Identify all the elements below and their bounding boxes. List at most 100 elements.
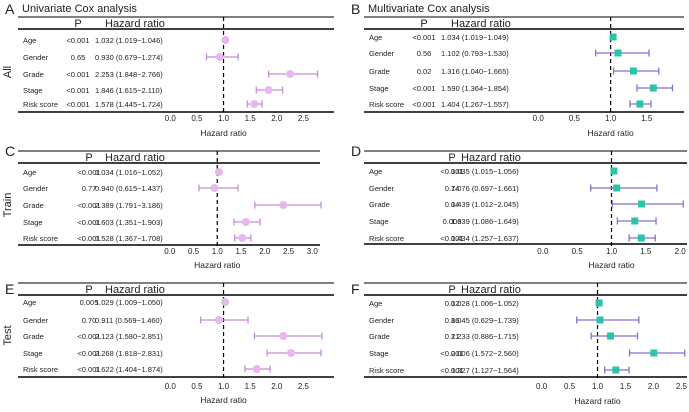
panel-c-row-p-3: <0.001 [77, 218, 100, 227]
panel-d-row-label-3: Stage [369, 217, 389, 226]
panel-c-tick-3: 1.5 [235, 247, 247, 256]
panel-d-point-2 [638, 200, 646, 208]
panel-d-row-p-1: 0.74 [445, 184, 460, 193]
panel-a-row-p-4: <0.001 [66, 100, 89, 109]
panel-e-point-0 [221, 298, 230, 306]
panel-f-row-hr-text-2: 1.233 (0.886−1.715) [451, 332, 519, 341]
panel-d-letter: D [351, 143, 361, 159]
panel-d-p-header: P [448, 152, 455, 164]
panel-c-xlabel: Hazard ratio [194, 260, 241, 270]
panel-f-point-3 [650, 349, 658, 357]
panel-b-point-1 [614, 49, 622, 57]
panel-a-point-3 [264, 86, 273, 94]
panel-e-row-label-2: Grade [23, 332, 44, 341]
panel-c-point-3 [241, 218, 250, 226]
panel-e-letter: E [5, 281, 14, 297]
panel-e-tick-5: 2.5 [298, 382, 310, 391]
panel-f-row-label-2: Grade [369, 332, 390, 341]
panel-a-p-header: P [74, 18, 81, 30]
panel-c-row-hr-text-2: 2.389 (1.791−3.186) [95, 201, 163, 210]
panel-c-point-0 [214, 168, 223, 176]
panel-d-tick-4: 2.0 [675, 247, 687, 256]
panel-f-row-label-3: Stage [369, 349, 389, 358]
panel-f-row-hr-text-1: 1.045 (0.629−1.739) [451, 316, 519, 325]
panel-c-row-label-4: Risk score [23, 234, 58, 243]
panel-f-tick-3: 1.5 [620, 382, 632, 391]
panel-c-row-p-1: 0.77 [82, 184, 97, 193]
panel-f-letter: F [351, 281, 360, 297]
panel-f-row-p-1: 0.86 [445, 316, 460, 325]
panel-b-row-p-2: 0.02 [417, 67, 432, 76]
panel-a-tick-5: 2.5 [298, 114, 310, 123]
panel-b-row-label-0: Age [369, 33, 382, 42]
panel-f-row-p-4: <0.001 [440, 366, 463, 375]
panel-b-row-hr-text-0: 1.034 (1.019−1.049) [441, 33, 509, 42]
panel-e-row-p-4: <0.001 [77, 365, 100, 374]
panel-c-row-p-4: <0.001 [77, 234, 100, 243]
panel-f-tick-1: 0.5 [564, 382, 576, 391]
panel-a-hr-header: Hazard ratio [105, 18, 165, 30]
panel-a-row-hr-text-1: 0.930 (0.679−1.274) [95, 53, 163, 62]
panel-c-row-hr-text-3: 1.603 (1.351−1.903) [95, 218, 163, 227]
panel-e-row-p-1: 0.70 [82, 316, 97, 325]
panel-a-xlabel: Hazard ratio [200, 128, 247, 138]
panel-c-row-hr-text-1: 0.940 (0.615−1.437) [95, 184, 163, 193]
panel-d-row-label-0: Age [369, 167, 382, 176]
panel-d-row-p-3: 0.006 [443, 217, 462, 226]
panel-d-row-label-1: Gender [369, 184, 395, 193]
panel-a-point-4 [250, 100, 259, 108]
panel-e-row-label: Test [2, 325, 14, 345]
panel-b-title: Multivariate Cox analysis [368, 3, 490, 15]
panel-a-row-label: All [2, 66, 14, 78]
panel-c-row-label-0: Age [23, 168, 36, 177]
panel-b-row-hr-text-2: 1.316 (1.040−1.665) [441, 67, 509, 76]
panel-d-row-label-2: Grade [369, 200, 390, 209]
panel-d-row-hr-text-4: 1.434 (1.257−1.637) [451, 234, 519, 243]
panel-b-p-header: P [420, 18, 427, 30]
panel-b-row-hr-text-4: 1.404 (1.267−1.557) [441, 100, 509, 109]
panel-e-point-2 [279, 332, 288, 340]
panel-f-row-p-3: <0.001 [440, 349, 463, 358]
panel-f-row-label-4: Risk score [369, 366, 404, 375]
panel-e-row-label-4: Risk score [23, 365, 58, 374]
panel-c-tick-1: 0.5 [188, 247, 200, 256]
panel-a-row-label-4: Risk score [23, 100, 58, 109]
panel-c-tick-0: 0.0 [164, 247, 176, 256]
panel-f-row-p-0: 0.02 [445, 299, 460, 308]
panel-b-row-p-1: 0.56 [417, 49, 432, 58]
panel-e-row-label-1: Gender [23, 316, 49, 325]
panel-e-tick-4: 2.0 [271, 382, 283, 391]
panel-d-row-p-2: 0.04 [445, 200, 460, 209]
panel-f-row-p-2: 0.21 [445, 332, 460, 341]
panel-c-tick-2: 1.0 [212, 247, 224, 256]
panel-f-row-label-0: Age [369, 299, 382, 308]
panel-a-row-label-2: Grade [23, 70, 44, 79]
panel-e-tick-3: 1.5 [245, 382, 257, 391]
panel-d-row-hr-text-0: 1.035 (1.015−1.056) [451, 167, 519, 176]
panel-c-row-hr-text-0: 1.034 (1.016−1.052) [95, 168, 163, 177]
panel-e-row-p-2: <0.001 [77, 332, 100, 341]
panel-e-row-hr-text-4: 1.622 (1.404−1.874) [95, 365, 163, 374]
panel-a-point-2 [286, 70, 295, 78]
panel-a-point-1 [215, 53, 224, 61]
panel-d-row-label-4: Risk score [369, 234, 404, 243]
panel-d-tick-3: 1.5 [640, 247, 652, 256]
panel-b-tick-1: 0.5 [569, 114, 581, 123]
panel-c-p-header: P [85, 152, 92, 164]
panel-b-tick-0: 0.0 [533, 114, 545, 123]
panel-a-tick-0: 0.0 [165, 114, 177, 123]
panel-b-point-0 [609, 33, 617, 41]
panel-b-row-hr-text-3: 1.590 (1.364−1.854) [441, 84, 509, 93]
panel-f-row-hr-text-3: 2.006 (1.572−2.560) [451, 349, 519, 358]
panel-e-p-header: P [85, 284, 92, 296]
panel-a-row-label-0: Age [23, 36, 36, 45]
panel-d-point-1 [613, 184, 621, 192]
panel-e-row-p-3: <0.001 [77, 349, 100, 358]
panel-e-row-hr-text-3: 2.268 (1.818−2.831) [95, 349, 163, 358]
panel-b-letter: B [351, 1, 360, 17]
panel-d-hr-header: Hazard ratio [461, 152, 521, 164]
panel-c-row-hr-text-4: 1.528 (1.367−1.708) [95, 234, 163, 243]
panel-b-row-p-4: <0.001 [412, 100, 435, 109]
